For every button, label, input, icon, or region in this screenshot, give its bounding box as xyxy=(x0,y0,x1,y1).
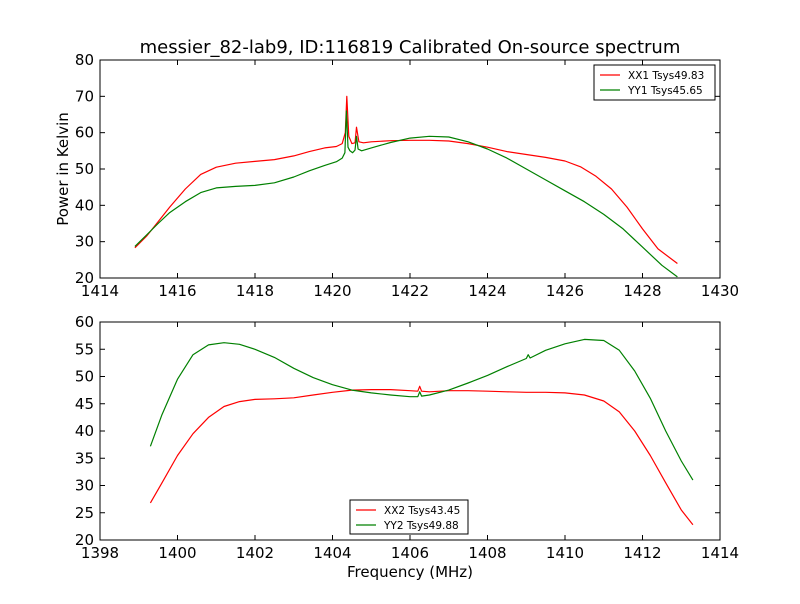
legend-label: YY2 Tsys49.88 xyxy=(383,520,459,532)
y-tick-label: 70 xyxy=(75,87,94,105)
y-tick-label: 60 xyxy=(75,124,94,142)
series-line-1-0 xyxy=(149,385,694,526)
x-tick-label: 1418 xyxy=(236,282,274,300)
y-tick-label: 35 xyxy=(75,449,94,467)
x-tick-label: 1426 xyxy=(546,282,584,300)
x-tick-label: 1402 xyxy=(236,544,274,562)
x-tick-label: 1424 xyxy=(468,282,506,300)
x-tick-label: 1430 xyxy=(701,282,739,300)
x-tick-label: 1412 xyxy=(623,544,661,562)
x-tick-label: 1416 xyxy=(158,282,196,300)
x-tick-label: 1406 xyxy=(391,544,429,562)
legend: XX1 Tsys49.83 YY1 Tsys45.65 xyxy=(593,64,716,101)
x-tick-label: 1400 xyxy=(158,544,196,562)
bottom-spectrum-panel: 1398 1400 1402 1404 1406 1408 1410 1412 1414 20 25… xyxy=(75,313,739,562)
x-tick-label: 1422 xyxy=(391,282,429,300)
series-line-0-1 xyxy=(134,110,678,278)
y-tick-label: 40 xyxy=(75,196,94,214)
x-tick-label: 1410 xyxy=(546,544,584,562)
y-tick-label: 60 xyxy=(75,313,94,331)
y-axis-label: Power in Kelvin xyxy=(54,112,72,226)
y-tick-label: 50 xyxy=(75,160,94,178)
x-tick-label: 1404 xyxy=(313,544,351,562)
y-tick-label: 50 xyxy=(75,368,94,386)
y-tick-label: 20 xyxy=(75,269,94,287)
y-tick-label: 20 xyxy=(75,531,94,549)
y-tick-label: 55 xyxy=(75,340,94,358)
y-tick-label: 40 xyxy=(75,422,94,440)
legend-label: YY1 Tsys45.65 xyxy=(627,85,703,97)
x-tick-label: 1428 xyxy=(623,282,661,300)
y-tick-label: 30 xyxy=(75,233,94,251)
y-tick-label: 80 xyxy=(75,51,94,69)
x-tick-label: 1414 xyxy=(701,544,739,562)
y-tick-label: 45 xyxy=(75,395,94,413)
legend-box xyxy=(349,499,469,535)
series-line-1-1 xyxy=(149,338,694,481)
x-axis-label: Frequency (MHz) xyxy=(347,563,473,581)
x-tick-label: 1420 xyxy=(313,282,351,300)
figure-title: messier_82-lab9, ID:116819 Calibrated On… xyxy=(140,37,681,58)
x-tick-label: 1408 xyxy=(468,544,506,562)
series-line-0-0 xyxy=(134,95,678,264)
x-tick-label: 1398 xyxy=(81,544,119,562)
top-spectrum-panel: 1414 1416 1418 1420 1422 1424 1426 1428 1430 20 30… xyxy=(75,51,739,300)
y-tick-label: 25 xyxy=(75,504,94,522)
legend: XX2 Tsys43.45 YY2 Tsys49.88 xyxy=(349,499,469,535)
legend-box xyxy=(593,64,716,101)
legend-label: XX1 Tsys49.83 xyxy=(628,70,704,82)
y-tick-label: 30 xyxy=(75,477,94,495)
legend-label: XX2 Tsys43.45 xyxy=(384,505,460,517)
x-tick-label: 1414 xyxy=(81,282,119,300)
